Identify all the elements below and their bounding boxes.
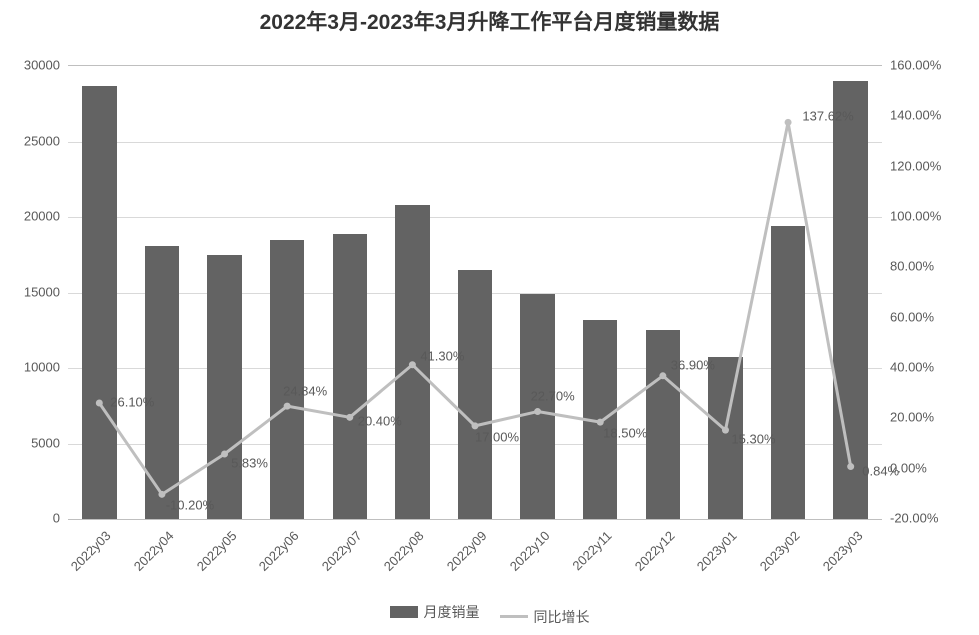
legend-label: 同比增长 (534, 607, 590, 627)
line-series (68, 66, 882, 519)
legend-item: 月度销量 (390, 602, 480, 622)
line-data-label: 41.30% (420, 348, 464, 363)
line-data-label: -10.20% (166, 498, 214, 513)
line-data-label: 5.83% (231, 455, 268, 470)
y-right-tick: 20.00% (890, 410, 979, 425)
legend-label: 月度销量 (424, 602, 480, 622)
y-right-tick: 160.00% (890, 58, 979, 73)
y-right-tick: 80.00% (890, 259, 979, 274)
line-data-label: 24.84% (283, 384, 327, 399)
x-category-label: 2022y06 (246, 528, 302, 584)
line-data-label: 20.40% (358, 414, 402, 429)
y-left-tick: 10000 (0, 360, 60, 375)
y-right-tick: 60.00% (890, 309, 979, 324)
x-category-label: 2023y03 (809, 528, 865, 584)
x-category-label: 2022y12 (622, 528, 678, 584)
y-right-tick: 40.00% (890, 360, 979, 375)
line-data-label: 22.70% (531, 388, 575, 403)
x-category-label: 2022y10 (496, 528, 552, 584)
y-right-tick: 120.00% (890, 158, 979, 173)
legend-item: 同比增长 (500, 607, 590, 627)
line-data-label: 15.30% (731, 432, 775, 447)
y-left-tick: 20000 (0, 209, 60, 224)
plot-area (68, 65, 882, 520)
legend-swatch-bar (390, 606, 418, 618)
x-category-label: 2022y05 (183, 528, 239, 584)
x-category-label: 2022y08 (371, 528, 427, 584)
y-left-tick: 5000 (0, 435, 60, 450)
y-right-tick: 140.00% (890, 108, 979, 123)
line-data-label: 0.84% (862, 463, 899, 478)
legend-swatch-line (500, 615, 528, 618)
x-category-label: 2022y09 (434, 528, 490, 584)
line-data-label: 26.10% (110, 394, 154, 409)
y-left-tick: 0 (0, 511, 60, 526)
y-right-tick: 0.00% (890, 460, 979, 475)
x-category-label: 2022y03 (58, 528, 114, 584)
x-category-label: 2023y02 (747, 528, 803, 584)
line-data-label: 17.00% (475, 429, 519, 444)
line-data-label: 36.90% (671, 357, 715, 372)
x-category-label: 2022y11 (559, 528, 615, 584)
y-right-tick: -20.00% (890, 511, 979, 526)
y-left-tick: 15000 (0, 284, 60, 299)
y-right-tick: 100.00% (890, 209, 979, 224)
chart-title: 2022年3月-2023年3月升降工作平台月度销量数据 (0, 6, 979, 36)
x-category-label: 2023y01 (684, 528, 740, 584)
line-data-label: 137.62% (802, 109, 853, 124)
y-left-tick: 30000 (0, 58, 60, 73)
x-category-label: 2022y07 (309, 528, 365, 584)
legend: 月度销量 同比增长 (0, 602, 979, 627)
line-data-label: 18.50% (603, 426, 647, 441)
y-left-tick: 25000 (0, 133, 60, 148)
x-category-label: 2022y04 (121, 528, 177, 584)
